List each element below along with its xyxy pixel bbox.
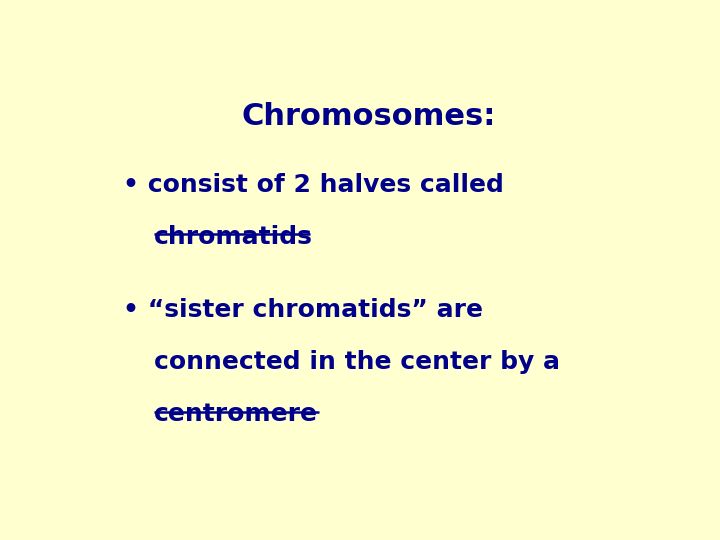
Text: centromere: centromere bbox=[154, 402, 318, 426]
Text: Chromosomes:: Chromosomes: bbox=[242, 102, 496, 131]
Text: chromatids: chromatids bbox=[154, 225, 313, 249]
Text: • consist of 2 halves called: • consist of 2 halves called bbox=[124, 173, 504, 197]
Text: • “sister chromatids” are: • “sister chromatids” are bbox=[124, 298, 484, 322]
Text: connected in the center by a: connected in the center by a bbox=[154, 349, 560, 374]
